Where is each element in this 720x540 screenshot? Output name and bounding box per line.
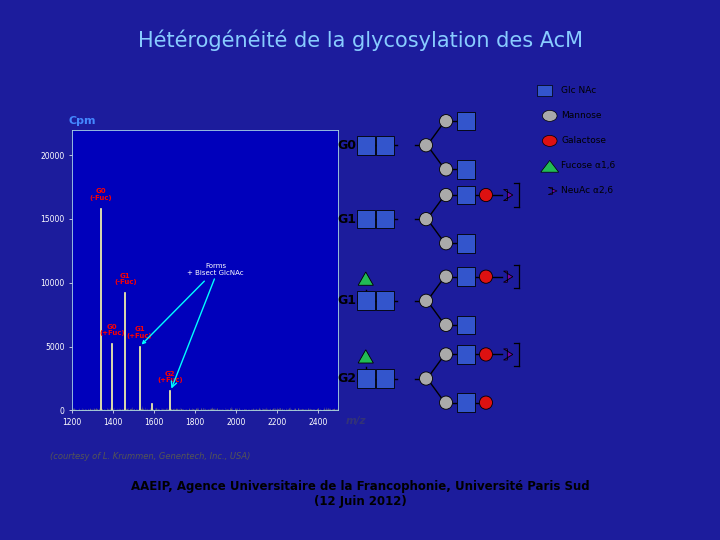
Bar (356, 136, 375, 154)
Bar (456, 345, 475, 364)
Text: (courtesy of L. Krummen, Genentech, Inc., USA): (courtesy of L. Krummen, Genentech, Inc.… (50, 452, 251, 461)
Text: Glc NAc: Glc NAc (562, 86, 597, 96)
Text: Galactose: Galactose (562, 137, 606, 145)
Text: Fucose α1,6: Fucose α1,6 (562, 161, 616, 171)
Bar (456, 112, 475, 131)
Circle shape (439, 396, 453, 409)
Text: NeuAc α2,6: NeuAc α2,6 (562, 186, 613, 195)
Circle shape (480, 270, 492, 284)
Polygon shape (548, 187, 557, 194)
Circle shape (542, 110, 557, 122)
Circle shape (439, 163, 453, 176)
Text: m/z: m/z (346, 416, 366, 426)
Text: G0: G0 (337, 139, 356, 152)
Polygon shape (358, 350, 374, 363)
Text: G1
(+Fuc): G1 (+Fuc) (127, 326, 153, 339)
Circle shape (480, 396, 492, 409)
Circle shape (480, 348, 492, 361)
Text: Forms
+ Bisect GlcNAc: Forms + Bisect GlcNAc (143, 264, 244, 343)
Polygon shape (503, 190, 513, 200)
Circle shape (480, 188, 492, 201)
Bar (456, 393, 475, 412)
Polygon shape (358, 272, 374, 285)
Text: Hétérogénéité de la glycosylation des AcM: Hétérogénéité de la glycosylation des Ac… (138, 30, 582, 51)
Circle shape (420, 294, 433, 307)
Circle shape (439, 237, 453, 250)
Text: AAEIP, Agence Universitaire de la Francophonie, Université Paris Sud
(12 Juin 20: AAEIP, Agence Universitaire de la Franco… (131, 480, 589, 508)
Bar (456, 315, 475, 334)
Bar (456, 267, 475, 286)
Circle shape (439, 318, 453, 332)
Bar (376, 210, 394, 228)
Circle shape (420, 213, 433, 226)
Text: G1: G1 (337, 213, 356, 226)
Text: G0
(+Fuc): G0 (+Fuc) (99, 323, 125, 336)
Text: G1
(-Fuc): G1 (-Fuc) (114, 273, 137, 285)
Text: G1F: G1F (337, 294, 364, 307)
Bar (456, 160, 475, 179)
Circle shape (439, 114, 453, 128)
Text: Cpm: Cpm (68, 116, 96, 126)
Circle shape (420, 139, 433, 152)
Circle shape (420, 372, 433, 385)
Circle shape (439, 348, 453, 361)
Text: Mannose: Mannose (562, 111, 602, 120)
Text: G2F: G2F (337, 372, 364, 385)
Text: G2
(+Fuc): G2 (+Fuc) (158, 371, 183, 383)
Bar (376, 136, 394, 154)
Bar (356, 292, 375, 310)
Circle shape (439, 270, 453, 284)
Bar (376, 292, 394, 310)
Polygon shape (503, 271, 513, 282)
Bar (376, 369, 394, 388)
Circle shape (542, 136, 557, 146)
Bar (356, 210, 375, 228)
Bar (456, 186, 475, 204)
Circle shape (439, 188, 453, 201)
Polygon shape (503, 349, 513, 360)
Bar (537, 85, 552, 96)
Bar (356, 369, 375, 388)
Bar (456, 234, 475, 253)
Polygon shape (541, 160, 559, 172)
Text: G0
(-Fuc): G0 (-Fuc) (89, 188, 112, 201)
